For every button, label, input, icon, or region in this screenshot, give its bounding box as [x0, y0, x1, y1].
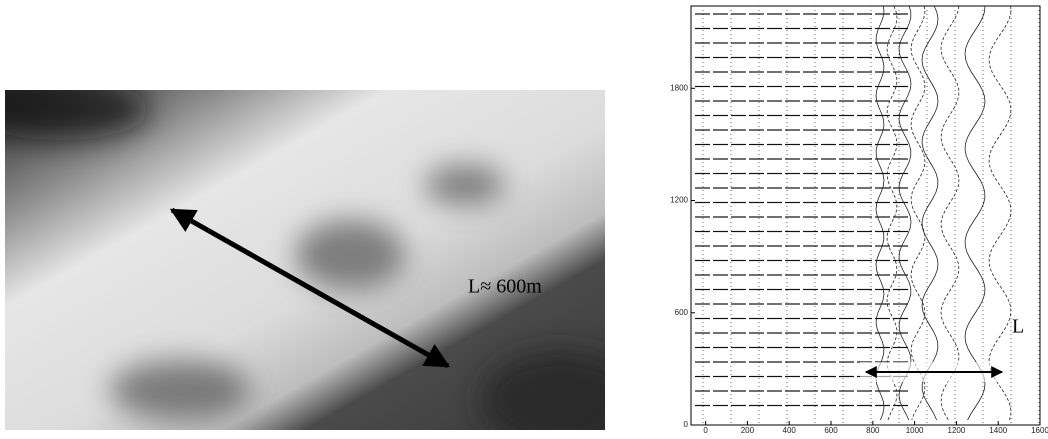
x-tick-label: 0: [703, 426, 708, 434]
contour: [911, 6, 925, 420]
x-tick-label: 800: [866, 426, 880, 434]
contour: [941, 6, 959, 420]
length-label: L: [1012, 316, 1024, 338]
contour: [965, 6, 985, 420]
figure: L≈ 600m 0 200 400 600 800 1000 1200 1400 1600 0 60…: [0, 0, 1048, 434]
contour: [899, 6, 911, 420]
x-tick-label: 1400: [989, 426, 1007, 434]
y-tick-label: 1200: [670, 196, 688, 205]
x-tick-label: 1600: [1031, 426, 1048, 434]
contour: [989, 6, 1011, 420]
vector-plot: 0 200 400 600 800 1000 1200 1400 1600 0 600 1200 180…: [670, 6, 1048, 434]
aerial-photo: L≈ 600m: [0, 80, 640, 434]
x-tick-label: 400: [783, 426, 797, 434]
length-label: L≈ 600m: [468, 276, 542, 298]
y-tick-label: 600: [675, 308, 689, 317]
x-tick-label: 200: [741, 426, 755, 434]
contour: [876, 6, 884, 420]
y-tick-label: 0: [684, 420, 689, 429]
contour: [922, 6, 938, 420]
contour: [887, 6, 897, 420]
x-tick-label: 1000: [906, 426, 924, 434]
x-tick-label: 600: [824, 426, 838, 434]
y-tick-label: 1800: [670, 83, 688, 92]
x-tick-label: 1200: [948, 426, 966, 434]
